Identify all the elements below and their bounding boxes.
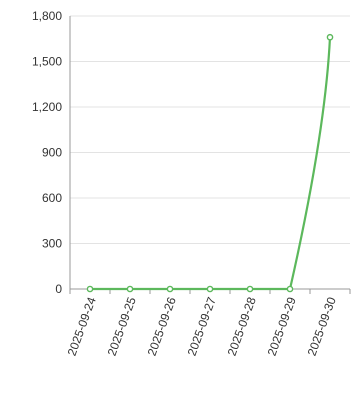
x-tick-label: 2025-09-28 [225, 295, 259, 358]
y-tick-label: 300 [42, 237, 62, 251]
series-line [90, 37, 332, 291]
data-point [126, 285, 134, 293]
data-point [246, 285, 254, 293]
data-point [326, 33, 334, 41]
data-point [286, 285, 294, 293]
y-tick-label: 0 [55, 282, 62, 296]
data-point [86, 285, 94, 293]
x-tick-label: 2025-09-24 [65, 295, 99, 358]
x-tick-label: 2025-09-25 [105, 295, 139, 358]
y-tick-label: 1,200 [32, 100, 62, 114]
y-tick-label: 1,500 [32, 55, 62, 69]
data-point [206, 285, 214, 293]
x-tick-label: 2025-09-30 [305, 295, 339, 358]
x-tick-label: 2025-09-27 [185, 295, 219, 358]
y-tick-label: 900 [42, 146, 62, 160]
y-tick-label: 1,800 [32, 9, 62, 23]
y-tick-label: 600 [42, 191, 62, 205]
x-tick-label: 2025-09-26 [145, 295, 179, 358]
x-tick-label: 2025-09-29 [265, 295, 299, 358]
data-point [166, 285, 174, 293]
